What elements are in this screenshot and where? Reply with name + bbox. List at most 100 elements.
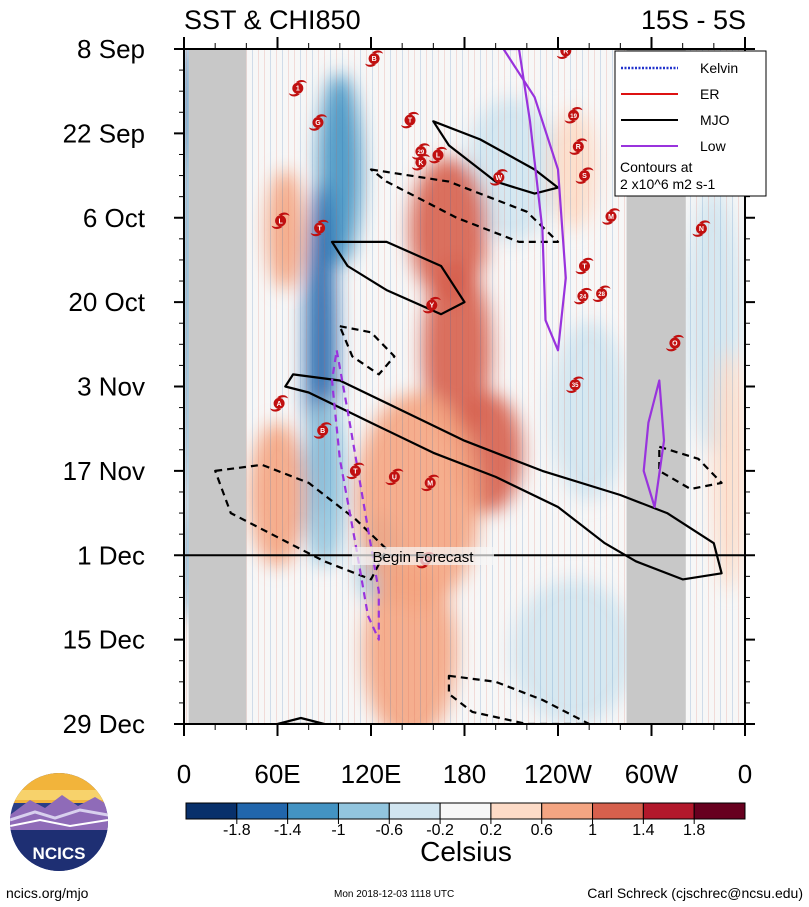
stripe — [708, 49, 709, 724]
storm-eye — [275, 215, 287, 227]
storm-marker: 24 — [573, 287, 592, 305]
stripe — [372, 49, 373, 724]
storm-label: T — [408, 118, 413, 125]
storm-marker: R — [556, 43, 575, 60]
stripe — [294, 49, 295, 724]
legend-label-mjo: MJO — [700, 112, 730, 128]
mjo-contour-8 — [276, 716, 326, 724]
land-band-0 — [188, 49, 247, 724]
storm-arm — [429, 160, 440, 164]
storm-arm — [278, 212, 290, 216]
storm-arm — [372, 50, 384, 54]
storm-arm — [429, 296, 441, 301]
anomaly-blob-19 — [713, 350, 745, 592]
stripe — [618, 49, 619, 724]
storm-marker: S — [575, 167, 594, 184]
colorbar-box-6 — [490, 802, 543, 820]
stripe — [336, 49, 337, 724]
storm-label: G — [315, 120, 321, 127]
storm-arm — [271, 225, 283, 230]
storm-arm — [436, 146, 447, 151]
storm-label: 35 — [572, 383, 579, 389]
storm-eye — [368, 53, 380, 65]
storm-arm — [699, 220, 711, 224]
low-contour-11 — [330, 349, 380, 641]
anomaly-blob-8 — [550, 320, 629, 502]
storm-arm — [421, 487, 433, 492]
anomaly-blob-16 — [363, 561, 457, 724]
chart-title: SST & CHI850 — [184, 5, 361, 35]
storm-label: B — [372, 56, 377, 63]
stripe — [324, 49, 325, 724]
forecast-label: Begin Forecast — [373, 549, 475, 566]
storm-eye — [669, 337, 681, 349]
x-tick-label: 0 — [177, 759, 191, 789]
stripe — [600, 49, 601, 724]
stripe — [366, 49, 367, 724]
stripe — [348, 49, 349, 724]
storm-eye — [596, 288, 608, 300]
colorbar-box-5 — [439, 802, 492, 820]
stripe — [534, 49, 535, 724]
storm-marker: Y — [422, 296, 441, 314]
storm-eye — [314, 222, 326, 234]
storm-marker: B — [313, 422, 332, 439]
storm-marker: G — [309, 114, 327, 131]
colorbar-box-3 — [337, 802, 390, 820]
anomaly-blob-17 — [266, 169, 304, 291]
stripe — [540, 49, 541, 724]
storm-arm — [401, 125, 412, 129]
stripe — [300, 49, 301, 724]
axes: 8 Sep 22 Sep 6 Oct 20 Oct 3 Nov 17 Nov 1 Dec 15… — [63, 34, 755, 789]
logo-art — [10, 773, 108, 871]
y-tick-label: 1 Dec — [77, 540, 145, 570]
storm-label: M — [608, 214, 614, 221]
y-tick-label: 8 Sep — [77, 34, 145, 64]
storm-eye — [415, 156, 427, 168]
stripe — [594, 49, 595, 724]
colorbar-box-1 — [236, 802, 289, 820]
storm-eye — [572, 141, 584, 153]
storm-arm — [496, 169, 508, 173]
storm-arm — [672, 334, 684, 339]
logo-text: NCICS — [33, 844, 86, 863]
storm-marker: W — [489, 169, 508, 186]
storm-arm — [418, 143, 430, 147]
storm-eye — [695, 223, 707, 235]
stripe — [558, 49, 559, 724]
x-tick-label: 60E — [254, 759, 300, 789]
storm-arm — [566, 389, 578, 393]
storm-arm — [317, 219, 329, 223]
legend-label-er: ER — [700, 86, 719, 102]
anomaly-blob-15 — [249, 422, 306, 568]
stripe — [468, 49, 469, 724]
stripe — [720, 49, 721, 724]
storm-arm — [599, 285, 611, 289]
storm-eye — [560, 49, 572, 57]
y-tick-label: 22 Sep — [63, 118, 145, 148]
storm-arm — [418, 154, 430, 158]
colorbar-tick-label: -1.4 — [274, 822, 302, 839]
storm-arm — [564, 43, 575, 46]
storm-marker: B — [365, 50, 384, 67]
footer-url[interactable]: ncics.org/mjo — [6, 885, 89, 901]
storm-label: L — [278, 218, 283, 225]
stripe — [522, 49, 523, 724]
low-contour-9 — [502, 49, 567, 352]
colorbar-tick-label: 0.2 — [480, 822, 502, 839]
x-tick-label: 120W — [524, 759, 592, 789]
x-tick-label: 0 — [738, 759, 752, 789]
y-tick-label: 15 Dec — [63, 625, 145, 655]
storm-arm — [489, 182, 501, 186]
stripe — [420, 49, 421, 724]
stripe — [546, 49, 547, 724]
stripe — [360, 49, 361, 724]
stripe — [732, 49, 733, 724]
storm-eye — [388, 471, 400, 483]
storm-label: R — [563, 48, 568, 55]
stripe — [516, 49, 517, 724]
storm-marker: O — [665, 334, 684, 352]
anomaly-blob-9 — [511, 579, 636, 724]
stripe — [252, 49, 253, 724]
stripe — [282, 49, 283, 724]
